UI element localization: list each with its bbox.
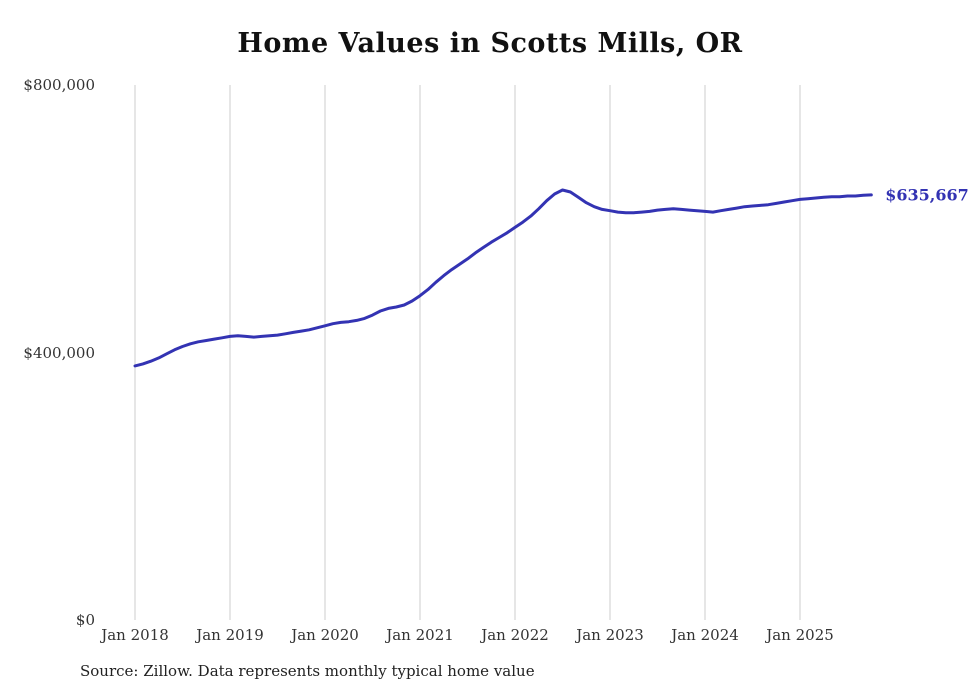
y-axis-tick-label: $0 [75,611,95,629]
x-axis-tick-label: Jan 2018 [101,626,169,644]
x-axis-tick-label: Jan 2022 [481,626,549,644]
chart-title: Home Values in Scotts Mills, OR [237,28,743,59]
x-axis-tick-label: Jan 2025 [766,626,834,644]
x-axis-tick-label: Jan 2024 [671,626,739,644]
y-axis: $0 $400,000 $800,000 [0,0,95,699]
x-axis-tick-label: Jan 2023 [576,626,644,644]
x-axis-tick-label: Jan 2020 [291,626,359,644]
source-note: Source: Zillow. Data represents monthly … [80,662,535,680]
home-value-line [133,188,873,368]
x-axis-tick-label: Jan 2019 [196,626,264,644]
x-axis: Jan 2018 Jan 2019 Jan 2020 Jan 2021 Jan 2022… [0,626,980,646]
y-axis-tick-label: $400,000 [23,343,95,362]
y-axis-tick-label: $800,000 [23,76,95,94]
x-axis-tick-label: Jan 2021 [386,626,454,644]
current-value-label: $635,667 [885,185,969,205]
